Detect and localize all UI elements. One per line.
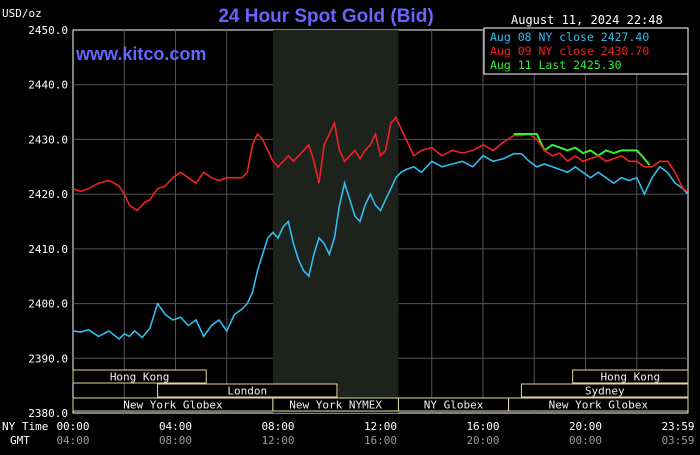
x-tick-ny: 23:59	[661, 420, 694, 433]
session-bar	[572, 369, 689, 384]
session-bars: Hong Kong London New York Globex New York N…	[72, 369, 689, 412]
session-bar	[157, 383, 338, 398]
site-brand: www.kitco.com	[75, 44, 206, 64]
gmt-label: GMT	[10, 434, 30, 447]
y-tick-label: 2440.0	[28, 79, 68, 92]
series-line-3	[520, 153, 689, 196]
session-bar	[520, 383, 689, 398]
chart-title: 24 Hour Spot Gold (Bid)	[218, 6, 433, 27]
session-label: NY Globex	[424, 399, 484, 412]
nymex-shade	[272, 30, 399, 413]
x-tick-ny: 12:00	[364, 420, 397, 433]
session-label: Sydney	[585, 385, 625, 398]
x-tick-gmt: 20:00	[466, 434, 499, 447]
y-tick-label: 2420.0	[28, 188, 68, 201]
legend-entry-aug08: Aug 08 NY close 2427.40	[490, 30, 649, 44]
session-label: London	[227, 385, 267, 398]
y-tick-labels: 2450.0 2440.0 2430.0 2420.0 2410.0 2400.0 2390…	[28, 24, 68, 420]
legend-entry-aug09: Aug 09 NY close 2430.70	[490, 44, 649, 58]
y-tick-label: 2400.0	[28, 298, 68, 311]
x-tick-ny: 00:00	[56, 420, 89, 433]
y-tick-label: 2380.0	[28, 407, 68, 420]
shaded-period	[272, 30, 399, 413]
session-label: New York NYMEX	[289, 399, 382, 412]
session-label: New York Globex	[123, 399, 223, 412]
ny-time-label: NY Time	[2, 420, 48, 433]
x-tick-gmt: 00:00	[569, 434, 602, 447]
timestamp: August 11, 2024 22:48	[511, 13, 663, 27]
series-line-1	[72, 116, 522, 212]
series-line-4	[521, 133, 689, 193]
y-tick-label: 2430.0	[28, 133, 68, 146]
y-tick-label: 2390.0	[28, 352, 68, 365]
series-line-0	[72, 152, 522, 341]
session-label: New York Globex	[549, 399, 649, 412]
y-tick-label: 2450.0	[28, 24, 68, 37]
legend-entry-aug11: Aug 11 Last 2425.30	[490, 58, 622, 72]
x-tick-gmt: 16:00	[364, 434, 397, 447]
session-label: Hong Kong	[110, 371, 170, 384]
session-label: Hong Kong	[601, 371, 661, 384]
x-tick-ny: 16:00	[466, 420, 499, 433]
x-tick-labels: 00:00 04:00 08:00 12:00 16:00 20:00 23:5904:00…	[56, 420, 694, 447]
y-axis-unit: USD/oz	[2, 7, 42, 20]
x-tick-gmt: 12:00	[261, 434, 294, 447]
legend-box	[483, 27, 689, 75]
y-tick-label: 2410.0	[28, 243, 68, 256]
series-lines	[72, 116, 689, 341]
session-bar	[72, 369, 207, 384]
x-tick-ny: 04:00	[159, 420, 192, 433]
x-tick-ny: 20:00	[569, 420, 602, 433]
x-tick-gmt: 08:00	[159, 434, 192, 447]
x-tick-gmt: 03:59	[661, 434, 694, 447]
x-tick-gmt: 04:00	[56, 434, 89, 447]
legend: Aug 08 NY close 2427.40 Aug 09 NY close …	[483, 27, 689, 75]
x-tick-ny: 08:00	[261, 420, 294, 433]
session-bar	[508, 397, 689, 412]
